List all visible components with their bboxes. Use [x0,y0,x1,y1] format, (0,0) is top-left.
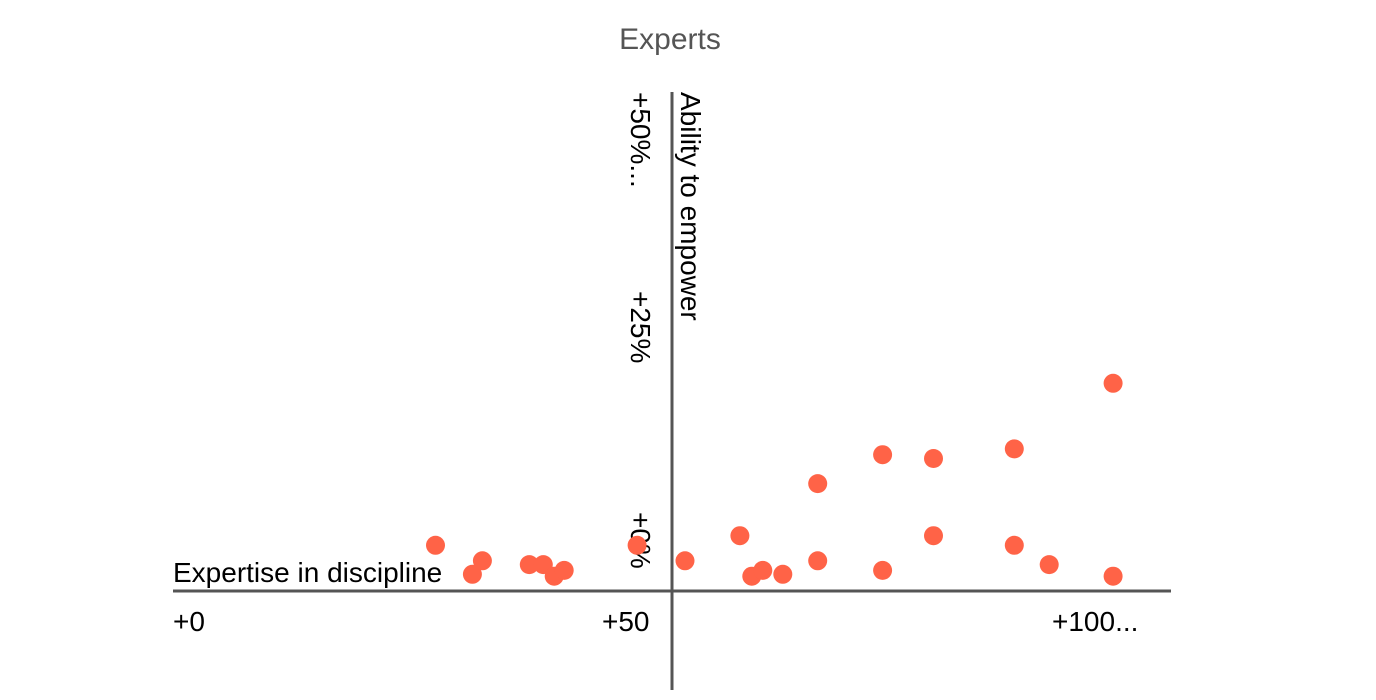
data-point-0-0 [426,535,445,555]
data-point-0-17 [924,526,943,546]
x-tick-label-0: +0 [173,606,205,637]
x-tick-label-50: +50 [602,606,650,637]
data-point-0-20 [1004,439,1024,459]
data-point-0-16 [873,445,893,465]
data-point-0-6 [554,560,574,580]
data-point-0-11 [753,560,773,580]
data-point-0-3 [519,555,539,575]
data-point-0-18 [924,449,943,468]
data-points [426,373,1123,586]
y-axis-label: Ability to empower [675,92,706,321]
data-point-0-2 [472,551,492,571]
data-point-0-7 [627,535,647,555]
data-point-0-9 [730,526,750,546]
y-tick-label-50: +50%... [625,92,656,188]
data-point-0-13 [808,551,828,571]
data-point-0-21 [1039,555,1059,575]
data-point-0-1 [462,564,482,584]
data-point-0-15 [873,560,893,580]
data-point-0-23 [1103,373,1123,393]
x-axis-label: Expertise in discipline [173,557,442,588]
data-point-0-19 [1004,535,1024,555]
y-tick-label-25: +25% [625,291,656,363]
data-point-0-12 [773,564,793,584]
data-point-0-22 [1103,566,1123,586]
chart-title: Experts [619,23,721,56]
x-tick-label-100: +100... [1052,606,1138,637]
data-point-0-14 [808,474,828,494]
data-point-0-8 [675,551,695,571]
